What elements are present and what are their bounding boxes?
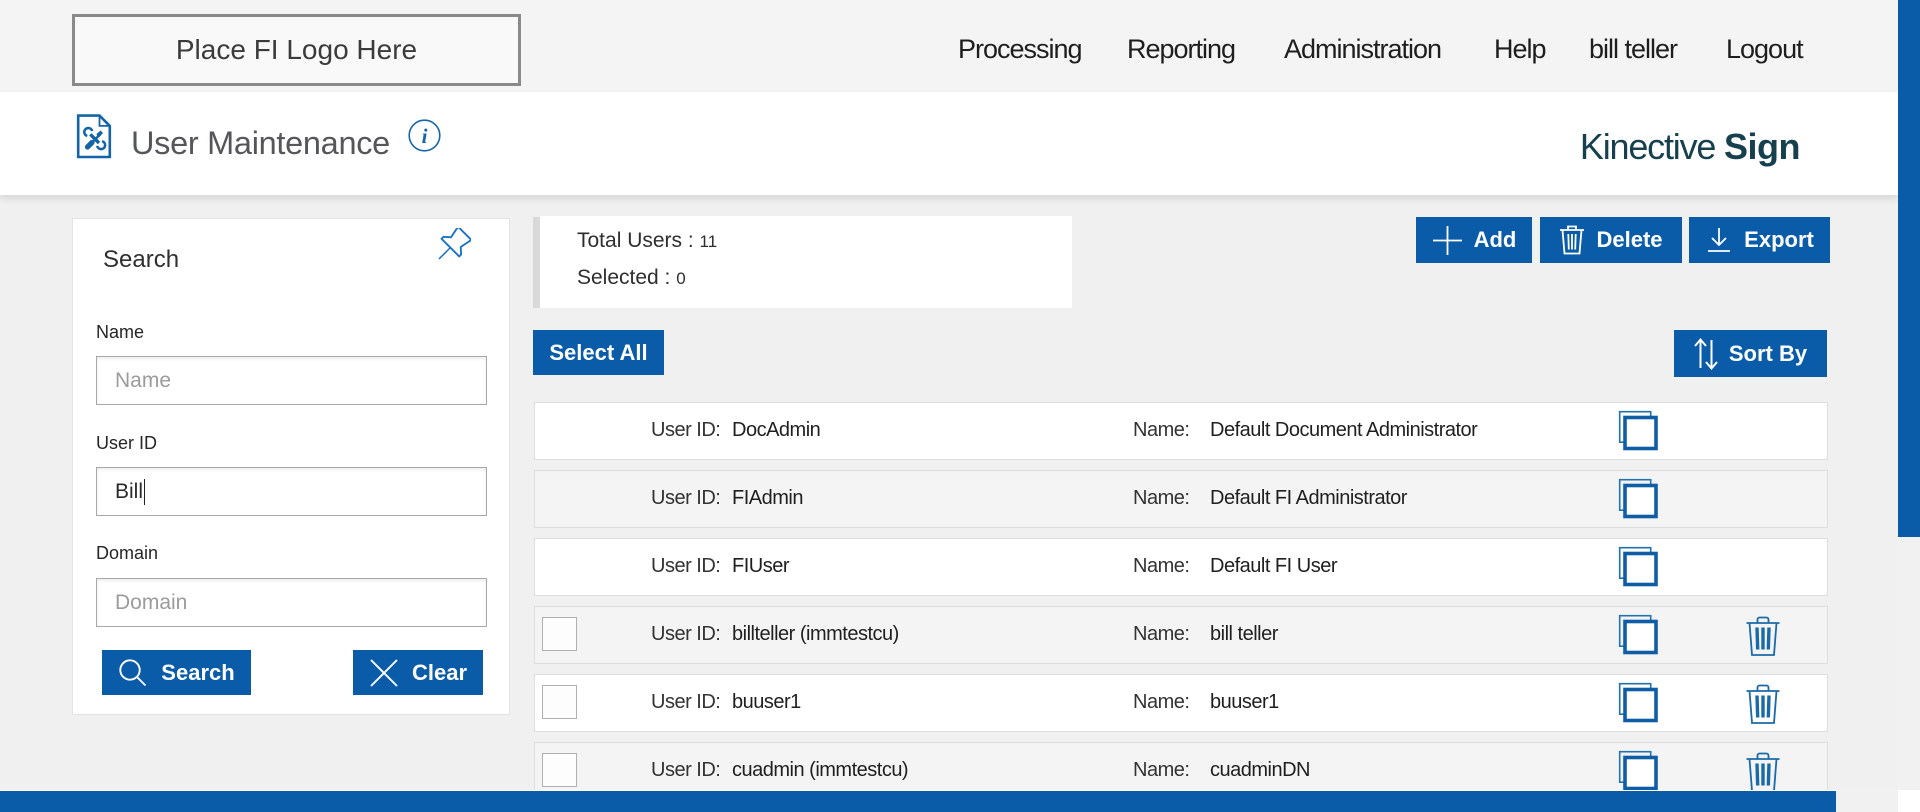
svg-text:i: i	[422, 124, 428, 148]
